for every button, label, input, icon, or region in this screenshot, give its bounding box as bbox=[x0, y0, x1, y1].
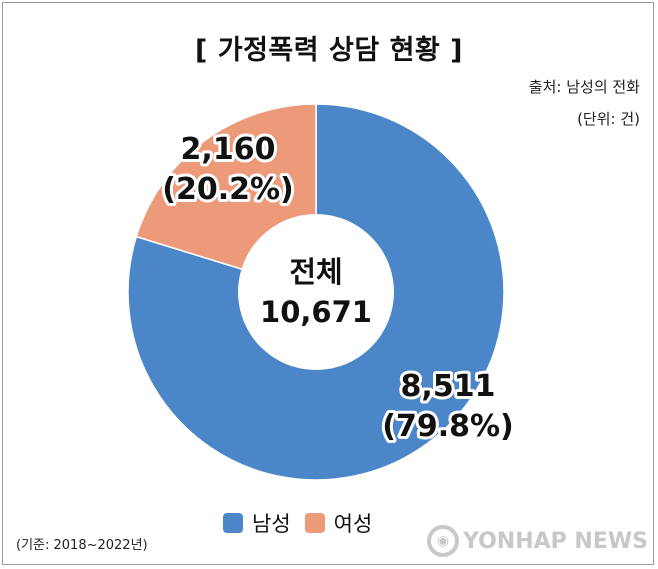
unit-note: (단위: 건) bbox=[577, 110, 640, 128]
center-value: 10,671 bbox=[260, 295, 372, 329]
center-label: 전체 bbox=[289, 255, 342, 289]
donut-hole bbox=[238, 214, 394, 370]
yonhap-logo-icon: ◉ bbox=[426, 525, 459, 557]
source-note: 출처: 남성의 전화 bbox=[528, 78, 640, 96]
legend-swatch-male bbox=[223, 513, 243, 533]
watermark-text: YONHAP NEWS bbox=[462, 528, 648, 554]
legend-item-female: 여성 bbox=[304, 508, 373, 538]
legend-item-male: 남성 bbox=[223, 508, 291, 538]
data-label-male-value: 8,511 bbox=[401, 369, 496, 404]
legend-label-female: 여성 bbox=[333, 512, 373, 536]
legend-swatch-female bbox=[304, 513, 325, 533]
yonhap-watermark: ◉ YONHAP NEWS bbox=[426, 525, 648, 557]
data-label-female-value: 2,160 bbox=[181, 132, 276, 167]
footnote: (기준: 2018~2022년) bbox=[16, 538, 148, 553]
legend: 남성 여성 bbox=[223, 508, 372, 538]
legend-label-male: 남성 bbox=[252, 512, 291, 536]
data-label-female-percent: (20.2%) bbox=[162, 172, 294, 207]
chart-title: [ 가정폭력 상담 현황 ] bbox=[195, 35, 463, 66]
data-label-male-percent: (79.8%) bbox=[382, 409, 514, 444]
